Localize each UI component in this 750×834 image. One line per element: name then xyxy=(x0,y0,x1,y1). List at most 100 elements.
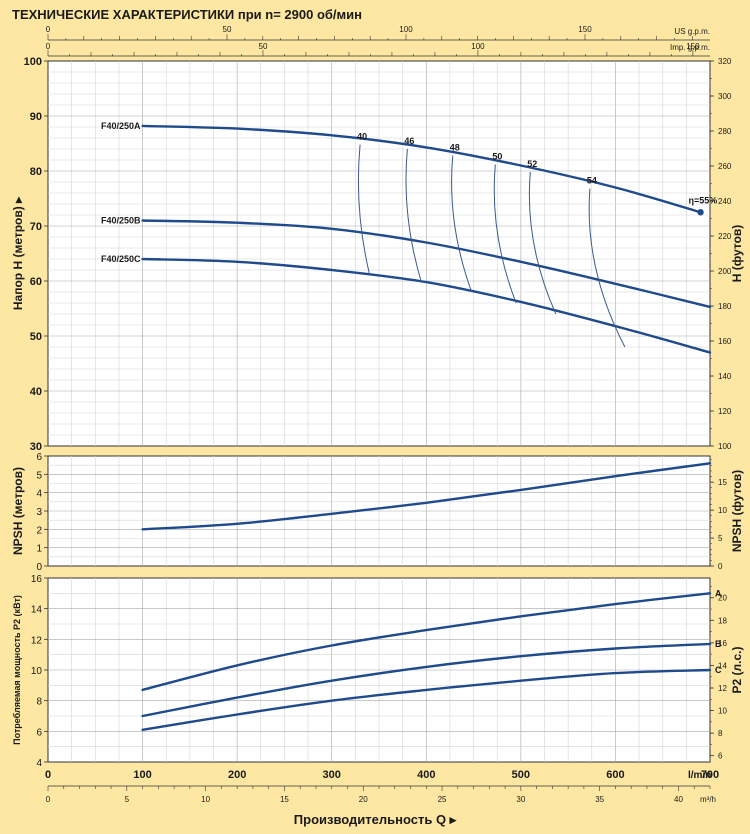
impgpm-unit: Imp. g.p.m. xyxy=(670,43,710,52)
impgpm-tick-label: 100 xyxy=(471,42,485,51)
y-tick-label: 5 xyxy=(36,470,42,481)
y-tick-label: 3 xyxy=(36,507,42,518)
y2-tick-label: 8 xyxy=(718,729,723,738)
efficiency-max-label: η=55% xyxy=(689,195,718,205)
usgpm-tick-label: 150 xyxy=(578,25,592,34)
y-tick-label: 100 xyxy=(24,56,42,68)
lmin-tick-label: 400 xyxy=(417,769,435,781)
y-tick-label: 30 xyxy=(30,441,42,453)
y2-tick-label: 12 xyxy=(718,684,727,693)
series-label: C xyxy=(715,665,722,675)
power-panel: 4 6 8 10 12 14 16 6 8 10 12 14 16 18 20 Потребляемая мо… xyxy=(12,574,744,769)
lmin-tick-label: 500 xyxy=(512,769,530,781)
lmin-tick-label: 600 xyxy=(606,769,624,781)
y2-tick-label: 160 xyxy=(718,337,732,346)
y2-tick-label: 10 xyxy=(718,506,727,515)
efficiency-label: 40 xyxy=(357,132,367,142)
series-line-npsh xyxy=(141,462,712,531)
lmin-unit: l/min xyxy=(688,770,711,781)
y2-axis-label: NPSH (футов) xyxy=(730,470,744,552)
efficiency-line xyxy=(528,172,557,315)
lmin-tick-label: 300 xyxy=(323,769,341,781)
series-line-B xyxy=(141,642,712,718)
y2-tick-label: 140 xyxy=(718,372,732,381)
x-axis-label: Производительность Q ▸ xyxy=(294,812,458,827)
y2-tick-label: 220 xyxy=(718,232,732,241)
y-tick-label: 10 xyxy=(31,666,43,677)
series-label: B xyxy=(715,639,722,649)
y-tick-label: 80 xyxy=(30,166,42,178)
y2-axis-label: H (футов) xyxy=(730,225,744,283)
y2-tick-label: 120 xyxy=(718,407,732,416)
y-axis-label: Напор H (метров) ▸ xyxy=(11,196,25,310)
m3h-tick-label: 15 xyxy=(280,795,289,804)
y2-axis-label: P2 (л.с.) xyxy=(730,647,744,694)
usgpm-unit: US g.p.m. xyxy=(674,27,710,36)
efficiency-label: 54 xyxy=(587,176,597,186)
series-label: F40/250C xyxy=(101,254,141,264)
y2-tick-label: 320 xyxy=(718,57,732,66)
y-tick-label: 14 xyxy=(31,605,43,616)
y2-tick-label: 18 xyxy=(718,616,727,625)
series-line-A xyxy=(141,592,712,692)
usgpm-tick-label: 50 xyxy=(223,25,232,34)
m3h-unit: m³/h xyxy=(700,795,716,804)
y2-tick-label: 10 xyxy=(718,707,727,716)
y-tick-label: 2 xyxy=(36,525,42,536)
efficiency-line xyxy=(588,188,626,348)
efficiency-label: 46 xyxy=(404,136,414,146)
y2-tick-label: 300 xyxy=(718,92,732,101)
y2-tick-label: 6 xyxy=(718,752,723,761)
efficiency-line xyxy=(451,155,473,293)
m3h-tick-label: 0 xyxy=(46,795,51,804)
y-tick-label: 1 xyxy=(36,544,42,555)
npsh-panel: 0 1 2 3 4 5 6 0 5 10 15 NPSH (метров) NPSH (футов) xyxy=(11,452,744,573)
lmin-tick-label: 700 xyxy=(701,769,719,781)
y-tick-label: 16 xyxy=(31,574,43,585)
y2-tick-label: 240 xyxy=(718,197,732,206)
series-line-F40/250A xyxy=(141,124,702,214)
m3h-tick-label: 35 xyxy=(595,795,604,804)
y2-tick-label: 15 xyxy=(718,478,727,487)
efficiency-max-marker xyxy=(697,209,704,216)
y-tick-label: 40 xyxy=(30,386,42,398)
y2-tick-label: 14 xyxy=(718,661,727,670)
y-tick-label: 90 xyxy=(30,111,42,123)
impgpm-tick-label: 0 xyxy=(46,42,51,51)
m3h-tick-label: 20 xyxy=(359,795,368,804)
series-label: F40/250A xyxy=(101,121,141,131)
series-line-C xyxy=(141,668,712,731)
y-axis-label: Потребляемая мощность P2 (кВт) xyxy=(12,595,22,745)
y-tick-label: 12 xyxy=(31,635,43,646)
y2-tick-label: 16 xyxy=(718,639,727,648)
impgpm-tick-label: 150 xyxy=(686,42,700,51)
y-tick-label: 50 xyxy=(30,331,42,343)
m3h-tick-label: 5 xyxy=(125,795,130,804)
y2-tick-label: 20 xyxy=(718,594,727,603)
y2-tick-label: 100 xyxy=(718,442,732,451)
usgpm-tick-label: 100 xyxy=(399,25,413,34)
lmin-tick-label: 100 xyxy=(133,769,151,781)
efficiency-label: 50 xyxy=(492,151,502,161)
impgpm-tick-label: 50 xyxy=(259,42,268,51)
lmin-tick-label: 200 xyxy=(228,769,246,781)
y-tick-label: 0 xyxy=(36,562,42,573)
y2-tick-label: 200 xyxy=(718,267,732,276)
top-flow-axes: 0 50 100 150 0 50 100 150 US g.p.m. Imp. g.p.m. xyxy=(46,25,710,57)
y-tick-label: 4 xyxy=(36,758,42,769)
y2-tick-label: 5 xyxy=(718,534,723,543)
efficiency-line xyxy=(493,164,517,304)
y-tick-label: 8 xyxy=(36,697,42,708)
efficiency-label: 48 xyxy=(450,143,460,153)
efficiency-label: 52 xyxy=(527,159,537,169)
m3h-tick-label: 40 xyxy=(674,795,683,804)
y-tick-label: 6 xyxy=(36,727,42,738)
m3h-tick-label: 10 xyxy=(201,795,210,804)
efficiency-line xyxy=(405,148,423,283)
series-label: A xyxy=(715,588,722,598)
series-line-F40/250B xyxy=(141,219,712,309)
y-tick-label: 4 xyxy=(36,489,42,500)
m3h-tick-label: 25 xyxy=(438,795,447,804)
